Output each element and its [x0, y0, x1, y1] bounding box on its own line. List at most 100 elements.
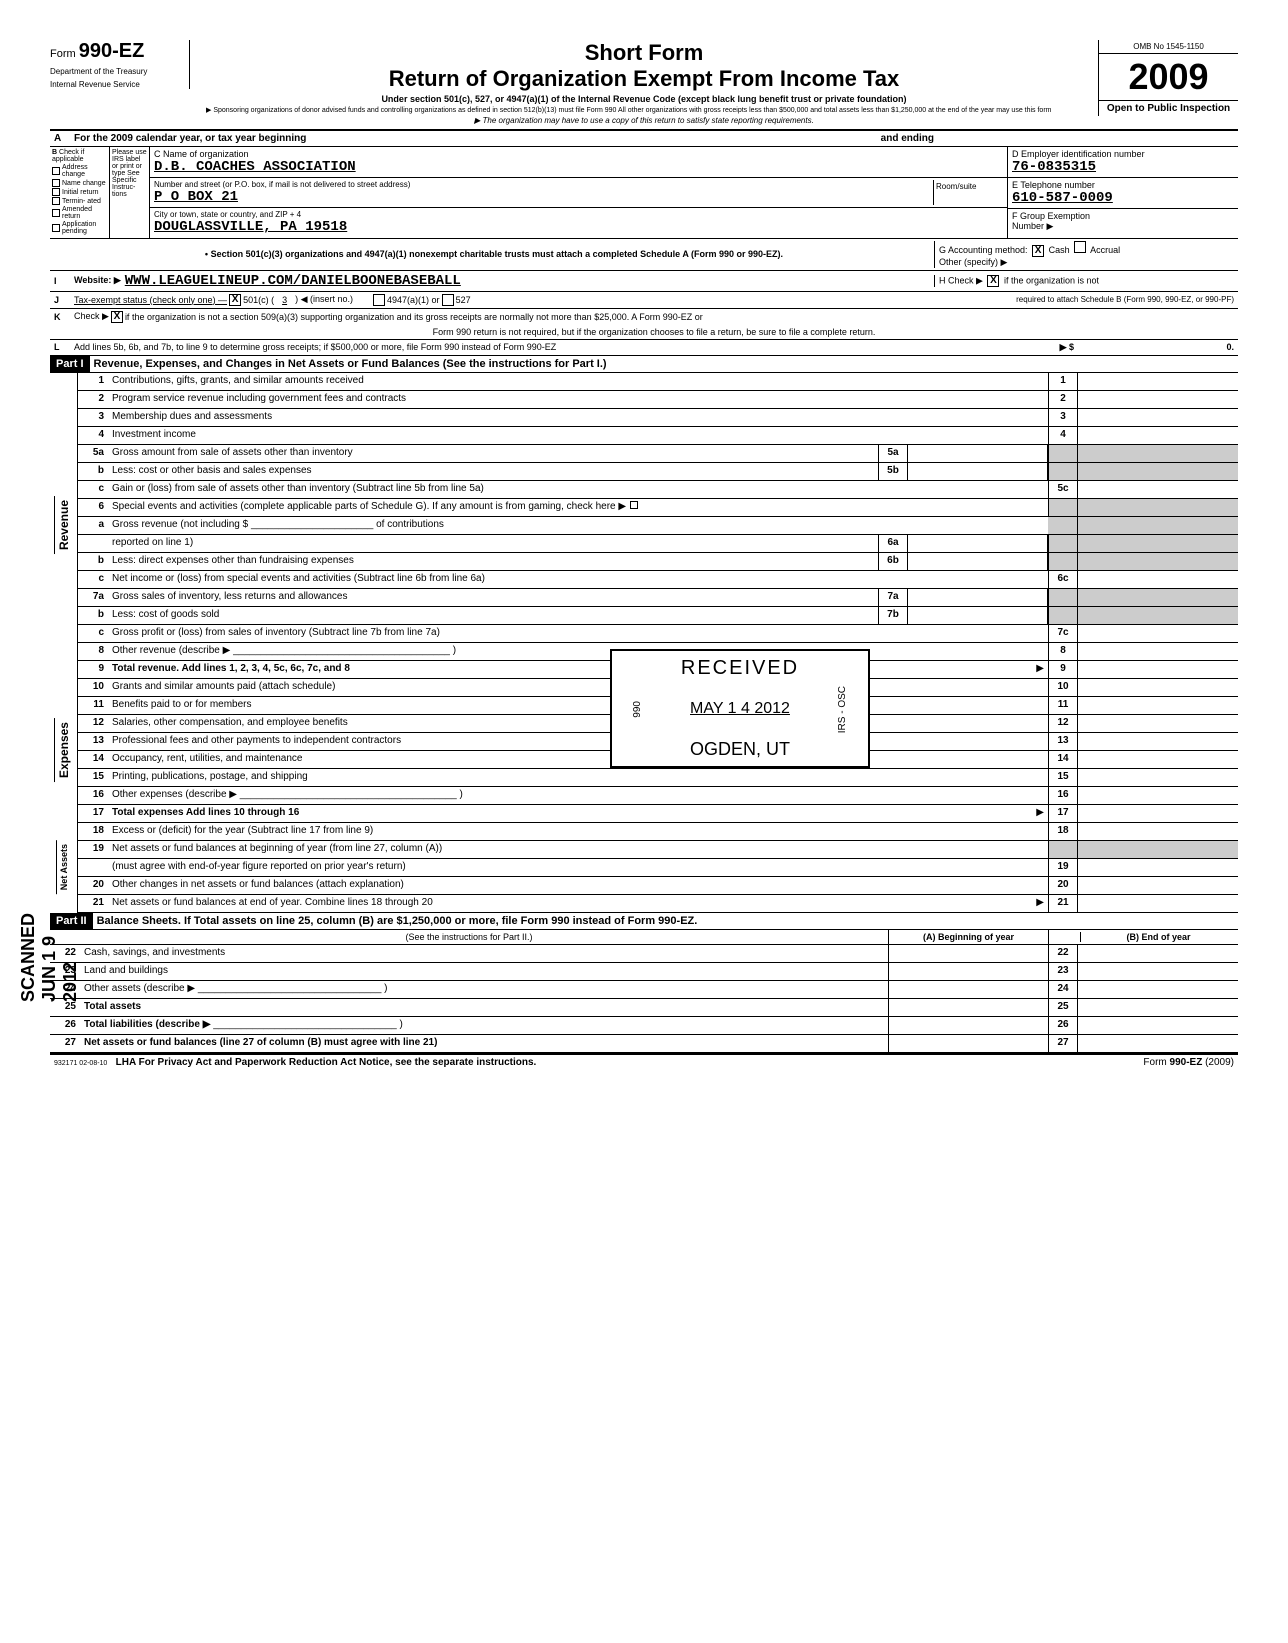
- line-9: Total revenue. Add lines 1, 2, 3, 4, 5c,…: [112, 663, 350, 674]
- label-b: B: [52, 149, 57, 156]
- section-501-row: • Section 501(c)(3) organizations and 49…: [50, 239, 1238, 271]
- k-text: if the organization is not a section 509…: [125, 312, 703, 322]
- cb-4947[interactable]: [373, 294, 385, 306]
- line-4: Investment income: [108, 427, 1048, 444]
- insert-no: ) ◀ (insert no.): [295, 294, 353, 305]
- ein-value: 76-0835315: [1012, 159, 1234, 175]
- other-method: Other (specify) ▶: [939, 257, 1007, 267]
- cb-h[interactable]: X: [987, 275, 999, 287]
- col-b-header: (B) End of year: [1081, 932, 1236, 942]
- line-2: Program service revenue including govern…: [108, 391, 1048, 408]
- sponsor-note: ▶ Sponsoring organizations of donor advi…: [200, 106, 1088, 114]
- copy-note: ▶ The organization may have to use a cop…: [200, 116, 1088, 125]
- line-7c: Gross profit or (loss) from sales of inv…: [108, 625, 1048, 642]
- stamp-date: MAY 1 4 2012: [690, 700, 790, 718]
- tax-year: 2009: [1099, 54, 1238, 100]
- cb-terminated[interactable]: Termin- ated: [52, 197, 107, 205]
- cb-gaming[interactable]: [630, 501, 638, 509]
- label-g: G Accounting method:: [939, 245, 1028, 255]
- section-j-row: J Tax-exempt status (check only one) — X…: [50, 292, 1238, 309]
- cb-accrual[interactable]: [1074, 241, 1086, 253]
- scan-stamp: SCANNED JUN 1 9 2012: [18, 913, 81, 1002]
- line-7a: Gross sales of inventory, less returns a…: [108, 589, 878, 606]
- cb-address-change[interactable]: Address change: [52, 164, 107, 178]
- line-19: Net assets or fund balances at beginning…: [108, 841, 1048, 858]
- line-3: Membership dues and assessments: [108, 409, 1048, 426]
- stamp-received: RECEIVED: [632, 657, 848, 680]
- line-6c: Net income or (loss) from special events…: [108, 571, 1048, 588]
- part2-header: Part II Balance Sheets. If Total assets …: [50, 913, 1238, 930]
- stamp-990: 990: [632, 701, 643, 718]
- section-l-row: L Add lines 5b, 6b, and 7b, to line 9 to…: [50, 340, 1238, 356]
- org-address: P O BOX 21: [154, 189, 933, 205]
- col-a-header: (A) Beginning of year: [888, 930, 1048, 944]
- form-number: Form 990-EZ: [50, 40, 181, 63]
- addr-label: Number and street (or P.O. box, if mail …: [154, 180, 933, 189]
- label-e: E Telephone number: [1012, 180, 1234, 190]
- cb-name-change[interactable]: Name change: [52, 179, 107, 187]
- cb-cash[interactable]: X: [1032, 245, 1044, 257]
- cb-initial-return[interactable]: Initial return: [52, 188, 107, 196]
- org-name: D.B. COACHES ASSOCIATION: [154, 159, 1003, 175]
- label-i: I: [54, 276, 74, 286]
- netassets-vert-label: Net Assets: [56, 840, 71, 894]
- received-stamp: RECEIVED 990 MAY 1 4 2012 IRS - OSC OGDE…: [610, 649, 870, 768]
- subtitle: Under section 501(c), 527, or 4947(a)(1)…: [200, 94, 1088, 104]
- label-c: C Name of organization: [154, 149, 1003, 159]
- line-20: Other changes in net assets or fund bala…: [108, 877, 1048, 894]
- return-title: Return of Organization Exempt From Incom…: [200, 66, 1088, 92]
- expenses-section: Expenses 10Grants and similar amounts pa…: [50, 679, 1238, 823]
- phone-value: 610-587-0009: [1012, 190, 1234, 206]
- line-6a-1: Gross revenue (not including $: [112, 519, 248, 530]
- line-23: Land and buildings: [80, 963, 888, 980]
- open-public: Open to Public Inspection: [1099, 100, 1238, 116]
- line-7b: Less: cost of goods sold: [108, 607, 878, 624]
- line-26: Total liabilities (describe ▶: [84, 1019, 210, 1030]
- org-city: DOUGLASSVILLE, PA 19518: [154, 219, 1003, 235]
- line-11: Benefits paid to or for members: [108, 697, 1048, 714]
- line-18: Excess or (deficit) for the year (Subtra…: [108, 823, 1048, 840]
- page-footer: 932171 02-08-10 LHA For Privacy Act and …: [50, 1053, 1238, 1070]
- line-6: Special events and activities (complete …: [112, 501, 626, 512]
- cash-label: Cash: [1049, 245, 1070, 255]
- cb-amended[interactable]: Amended return: [52, 206, 107, 220]
- cb-k[interactable]: X: [111, 311, 123, 323]
- line-13: Professional fees and other payments to …: [108, 733, 1048, 750]
- footer-lha: LHA For Privacy Act and Paperwork Reduct…: [116, 1057, 537, 1068]
- line-10: Grants and similar amounts paid (attach …: [108, 679, 1048, 696]
- label-h: H Check ▶: [939, 275, 983, 285]
- label-k: K: [54, 312, 74, 322]
- part1-label: Part I: [50, 356, 90, 372]
- short-form-title: Short Form: [200, 40, 1088, 66]
- line-8: Other revenue (describe ▶: [112, 645, 230, 656]
- city-label: City or town, state or country, and ZIP …: [154, 210, 1003, 219]
- line-1: Contributions, gifts, grants, and simila…: [108, 373, 1048, 390]
- please-label: Please use IRS label or print or type Se…: [110, 147, 150, 238]
- l-value: 0.: [1074, 342, 1234, 352]
- line-21: Net assets or fund balances at end of ye…: [112, 897, 433, 908]
- line-6a-2: of contributions: [376, 519, 444, 530]
- stamp-ogden: OGDEN, UT: [632, 739, 848, 760]
- h-text: if the organization is not: [1004, 275, 1099, 285]
- line-17: Total expenses Add lines 10 through 16: [112, 807, 299, 818]
- tax-exempt-label: Tax-exempt status (check only one) —: [74, 295, 227, 305]
- line-19b: (must agree with end-of-year figure repo…: [108, 859, 1048, 876]
- part1-title: Revenue, Expenses, and Changes in Net As…: [90, 356, 611, 372]
- accrual-label: Accrual: [1090, 245, 1120, 255]
- cb-501c[interactable]: X: [229, 294, 241, 306]
- section-501-text: • Section 501(c)(3) organizations and 49…: [54, 249, 934, 259]
- part1-header: Part I Revenue, Expenses, and Changes in…: [50, 356, 1238, 373]
- line-12: Salaries, other compensation, and employ…: [108, 715, 1048, 732]
- line-15: Printing, publications, postage, and shi…: [108, 769, 1048, 786]
- cb-application[interactable]: Application pending: [52, 221, 107, 235]
- line-5a: Gross amount from sale of assets other t…: [108, 445, 878, 462]
- omb-number: OMB No 1545-1150: [1099, 40, 1238, 54]
- line-22: Cash, savings, and investments: [80, 945, 888, 962]
- balance-col-header: (See the instructions for Part II.) (A) …: [50, 930, 1238, 945]
- cb-527[interactable]: [442, 294, 454, 306]
- k-check: Check ▶: [74, 311, 109, 322]
- dept-treasury: Department of the Treasury: [50, 67, 181, 76]
- revenue-vert-label: Revenue: [54, 496, 73, 554]
- line-24: Other assets (describe ▶: [84, 983, 195, 994]
- line-5b: Less: cost or other basis and sales expe…: [108, 463, 878, 480]
